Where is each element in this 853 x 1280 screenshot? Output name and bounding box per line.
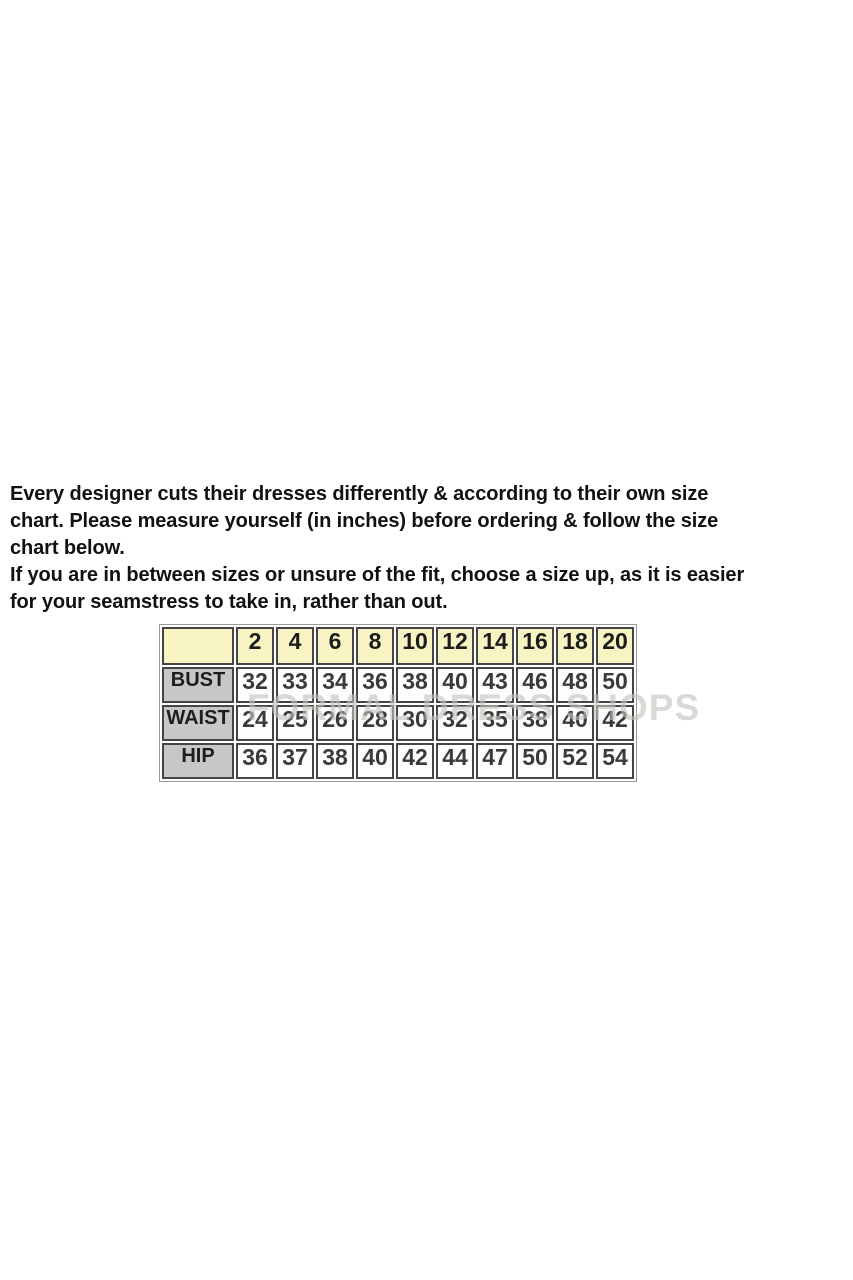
bust-value-cell: 50	[596, 667, 634, 703]
waist-value-cell: 26	[316, 705, 354, 741]
bust-value-cell: 46	[516, 667, 554, 703]
size-chart-table: 2 4 6 8 10 12 14 16 18 20 BUST 32 33 34 …	[159, 624, 637, 782]
size-header-cell: 2	[236, 627, 274, 665]
hip-row: HIP 36 37 38 40 42 44 47 50 52 54	[162, 743, 634, 779]
bust-row: BUST 32 33 34 36 38 40 43 46 48 50	[162, 667, 634, 703]
row-label-bust: BUST	[162, 667, 234, 703]
hip-value-cell: 52	[556, 743, 594, 779]
waist-value-cell: 38	[516, 705, 554, 741]
size-header-cell: 10	[396, 627, 434, 665]
waist-value-cell: 28	[356, 705, 394, 741]
hip-value-cell: 54	[596, 743, 634, 779]
row-label-waist: WAIST	[162, 705, 234, 741]
intro-line: If you are in between sizes or unsure of…	[10, 564, 745, 586]
hip-value-cell: 38	[316, 743, 354, 779]
hip-value-cell: 50	[516, 743, 554, 779]
size-header-cell: 16	[516, 627, 554, 665]
waist-value-cell: 32	[436, 705, 474, 741]
size-header-cell: 6	[316, 627, 354, 665]
intro-line: chart. Please measure yourself (in inche…	[10, 510, 719, 532]
size-header-cell: 8	[356, 627, 394, 665]
waist-value-cell: 35	[476, 705, 514, 741]
size-header-cell: 14	[476, 627, 514, 665]
waist-value-cell: 24	[236, 705, 274, 741]
bust-value-cell: 40	[436, 667, 474, 703]
bust-value-cell: 33	[276, 667, 314, 703]
bust-value-cell: 43	[476, 667, 514, 703]
corner-cell	[162, 627, 234, 665]
row-label-hip: HIP	[162, 743, 234, 779]
waist-value-cell: 42	[596, 705, 634, 741]
waist-value-cell: 40	[556, 705, 594, 741]
sizing-instructions: Every designer cuts their dresses differ…	[10, 481, 850, 616]
hip-value-cell: 37	[276, 743, 314, 779]
hip-value-cell: 40	[356, 743, 394, 779]
intro-line: chart below.	[10, 537, 125, 559]
size-header-cell: 4	[276, 627, 314, 665]
bust-value-cell: 34	[316, 667, 354, 703]
hip-value-cell: 44	[436, 743, 474, 779]
hip-value-cell: 42	[396, 743, 434, 779]
waist-value-cell: 25	[276, 705, 314, 741]
size-header-cell: 18	[556, 627, 594, 665]
size-header-cell: 20	[596, 627, 634, 665]
bust-value-cell: 38	[396, 667, 434, 703]
size-header-row: 2 4 6 8 10 12 14 16 18 20	[162, 627, 634, 665]
waist-row: WAIST 24 25 26 28 30 32 35 38 40 42	[162, 705, 634, 741]
hip-value-cell: 36	[236, 743, 274, 779]
bust-value-cell: 48	[556, 667, 594, 703]
size-header-cell: 12	[436, 627, 474, 665]
intro-line: for your seamstress to take in, rather t…	[10, 591, 448, 613]
waist-value-cell: 30	[396, 705, 434, 741]
bust-value-cell: 36	[356, 667, 394, 703]
bust-value-cell: 32	[236, 667, 274, 703]
size-chart-container: 2 4 6 8 10 12 14 16 18 20 BUST 32 33 34 …	[159, 624, 699, 782]
intro-line: Every designer cuts their dresses differ…	[10, 483, 709, 505]
hip-value-cell: 47	[476, 743, 514, 779]
